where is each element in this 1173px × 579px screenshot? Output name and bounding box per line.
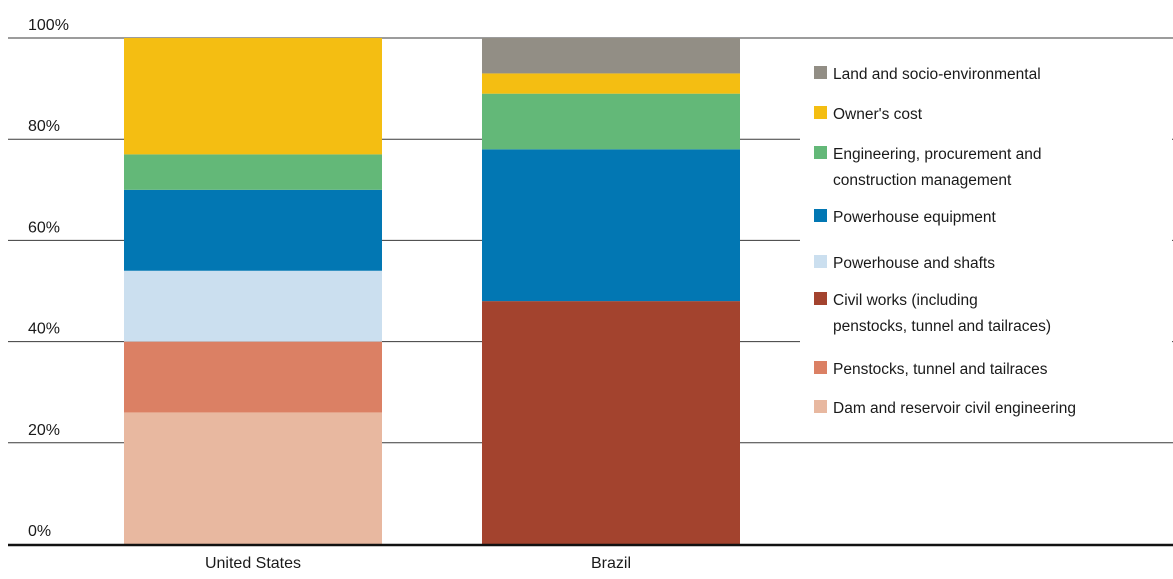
legend-swatch	[814, 400, 827, 413]
y-tick-label: 20%	[28, 422, 60, 439]
y-tick-label: 40%	[28, 321, 60, 338]
bar-segment	[124, 38, 382, 155]
bar-segment	[124, 270, 382, 342]
axes: 0% 20% 40% 60% 80% 100% United States Brazil	[8, 17, 1173, 572]
bar-segment	[124, 189, 382, 271]
legend-background	[800, 55, 1172, 425]
legend: Land and socio-environmental Owner's cost…	[800, 55, 1172, 425]
legend-label: Powerhouse equipment	[833, 209, 997, 226]
legend-swatch	[814, 146, 827, 159]
x-category-label: Brazil	[591, 555, 631, 572]
y-tick-label: 60%	[28, 219, 60, 236]
legend-swatch	[814, 66, 827, 79]
legend-label: Owner's cost	[833, 106, 923, 123]
legend-label: Dam and reservoir civil engineering	[833, 400, 1076, 417]
y-tick-label: 80%	[28, 118, 60, 135]
legend-label: Powerhouse and shafts	[833, 255, 995, 272]
bar-segment	[482, 301, 740, 544]
legend-swatch	[814, 361, 827, 374]
legend-swatch	[814, 106, 827, 119]
bar-segment	[482, 93, 740, 150]
bars	[124, 38, 740, 544]
bar-segment	[124, 154, 382, 190]
legend-label: Penstocks, tunnel and tailraces	[833, 361, 1048, 378]
bar-segment	[482, 38, 740, 74]
legend-swatch	[814, 209, 827, 222]
legend-swatch	[814, 255, 827, 268]
legend-label: Civil works (including penstocks, tunnel …	[833, 292, 1051, 335]
y-tick-label: 0%	[28, 523, 51, 540]
legend-swatch	[814, 292, 827, 305]
bar-segment	[482, 73, 740, 94]
x-category-label: United States	[205, 555, 301, 572]
bar-segment	[124, 341, 382, 413]
legend-label: Land and socio-environmental	[833, 66, 1041, 83]
bar-segment	[124, 412, 382, 544]
y-tick-label: 100%	[28, 17, 69, 34]
legend-label: Engineering, procurement and construction…	[833, 146, 1042, 189]
bar-segment	[482, 149, 740, 302]
